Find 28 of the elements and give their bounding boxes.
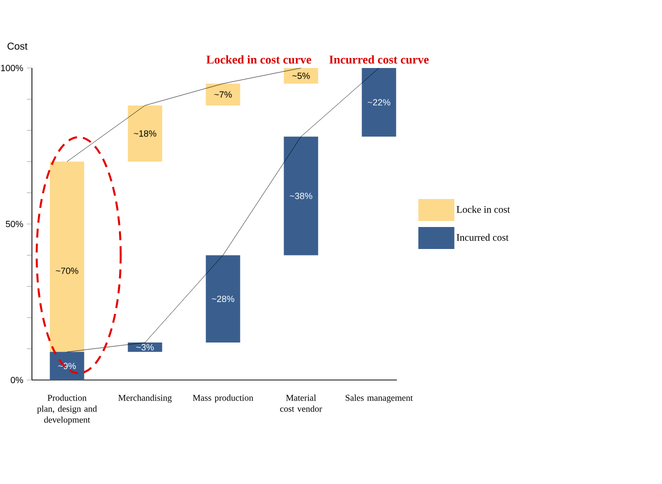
x-tick-label: Production plan, design and development	[37, 394, 97, 425]
legend-label: Incurred cost	[456, 234, 509, 241]
data-label: ~3%	[136, 344, 154, 350]
data-label: ~5%	[292, 72, 310, 79]
y-axis-title: Cost	[8, 42, 28, 50]
series-label: Locked in cost curve	[206, 55, 312, 64]
legend-label: Locke in cost	[456, 206, 510, 213]
bar	[50, 352, 84, 380]
x-tick-label: Merchandising	[118, 394, 172, 403]
bar	[206, 84, 240, 106]
x-tick-label: Mass production	[192, 394, 254, 403]
data-label: ~70%	[56, 268, 78, 274]
data-label: ~7%	[214, 91, 232, 98]
bar	[362, 68, 396, 137]
data-label: ~18%	[134, 130, 156, 137]
y-tick-label: 0%	[10, 376, 24, 384]
data-label: ~38%	[290, 192, 312, 200]
y-tick-label: 100%	[1, 64, 24, 72]
y-tick-label: 50%	[6, 220, 24, 228]
bar	[284, 68, 318, 84]
x-tick-label: Sales management	[346, 394, 413, 403]
data-label: ~28%	[212, 296, 234, 302]
bar	[128, 105, 162, 162]
data-label: ~22%	[368, 99, 390, 106]
bar	[206, 255, 240, 343]
series-label: Incurred cost curve	[329, 55, 429, 64]
bar	[284, 136, 318, 256]
x-tick-label: Material cost vendor	[280, 394, 322, 412]
